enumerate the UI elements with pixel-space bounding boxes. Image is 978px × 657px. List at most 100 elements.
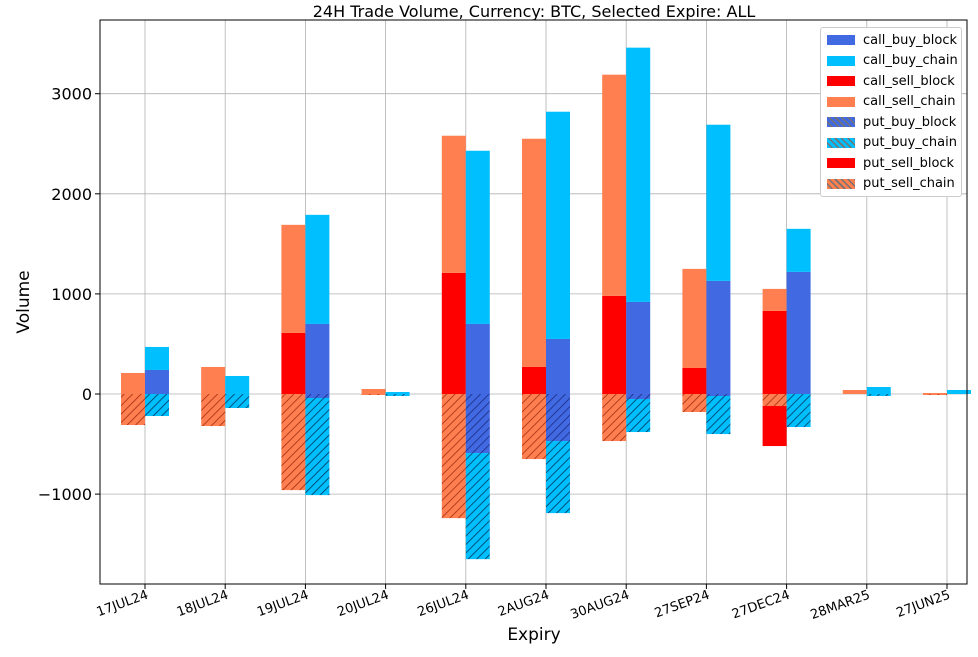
- legend-swatch: [827, 35, 855, 45]
- bar-call_buy_chain-18JUL24: [225, 375, 250, 394]
- legend-item-call_buy_chain: call_buy_chain: [827, 52, 958, 70]
- bar-put_sell_block-27DEC24: [762, 406, 787, 447]
- bar-put_sell_chain-17JUL24: [121, 394, 145, 426]
- bar-call_buy_chain-2AUG24: [546, 111, 570, 339]
- bar-put_buy_block-30AUG24: [626, 394, 651, 400]
- legend-label: call_sell_block: [863, 73, 955, 89]
- bar-put_buy_block-26JUL24: [465, 394, 490, 454]
- bar-call_buy_block-27SEP24: [706, 280, 731, 394]
- bar-call_sell_block-27SEP24: [682, 367, 707, 394]
- bar-call_sell_chain-27SEP24: [682, 268, 707, 368]
- x-axis-label: Expiry: [507, 625, 560, 645]
- legend-label: call_buy_chain: [863, 53, 958, 68]
- bar-put_buy_chain-30AUG24: [626, 399, 651, 433]
- bar-call_buy_block-26JUL24: [465, 323, 490, 394]
- chart-legend: call_buy_block call_buy_chain call_sell_bl…: [820, 27, 962, 197]
- bar-call_buy_chain-27SEP24: [706, 124, 731, 281]
- bar-call_buy_block-19JUL24: [305, 323, 330, 394]
- x-tick-label: 27DEC24: [730, 588, 792, 623]
- bar-call_sell_chain-18JUL24: [201, 366, 226, 394]
- y-axis-label: Volume: [14, 270, 34, 333]
- bar-call_buy_chain-20JUL24: [385, 391, 410, 394]
- legend-item-call_buy_block: call_buy_block: [827, 31, 957, 49]
- bar-call_sell_chain-30AUG24: [602, 74, 627, 296]
- bar-call_sell_block-26JUL24: [441, 272, 466, 394]
- x-tick-label: 27JUN25: [894, 588, 952, 621]
- x-tick-label: 18JUL24: [175, 588, 231, 620]
- bar-put_buy_chain-27SEP24: [706, 396, 731, 435]
- bar-put_buy_chain-2AUG24: [546, 441, 570, 514]
- bar-put_buy_block-19JUL24: [305, 394, 330, 399]
- x-tick-label: 26JUL24: [416, 588, 472, 620]
- legend-item-call_sell_chain: call_sell_chain: [827, 93, 956, 111]
- bar-call_buy_chain-28MAR25: [866, 386, 891, 394]
- chart-title: 24H Trade Volume, Currency: BTC, Selecte…: [313, 2, 756, 21]
- bar-call_sell_chain-17JUL24: [121, 372, 145, 394]
- bar-call_buy_chain-17JUL24: [145, 346, 169, 370]
- bar-call_sell_block-19JUL24: [281, 332, 306, 394]
- bar-call_sell_block-27DEC24: [762, 310, 787, 394]
- bar-call_sell_block-2AUG24: [522, 366, 546, 394]
- x-tick-label: 27SEP24: [653, 588, 712, 622]
- bar-put_sell_chain-2AUG24: [522, 394, 546, 460]
- plot-frame: [99, 19, 968, 585]
- x-tick-label: 19JUL24: [255, 588, 311, 620]
- y-tick-label: 1000: [51, 285, 92, 304]
- bar-put_buy_chain-27DEC24: [786, 394, 811, 428]
- bar-call_buy_chain-27JUN25: [947, 389, 971, 394]
- legend-item-put_sell_block: put_sell_block: [827, 154, 954, 172]
- bar-put_sell_chain-27DEC24: [762, 394, 787, 407]
- bar-put_buy_chain-20JUL24: [385, 394, 410, 397]
- bar-put_buy_block-27SEP24: [706, 394, 731, 397]
- bar-put_buy_chain-17JUL24: [145, 394, 169, 417]
- legend-swatch: [827, 158, 855, 168]
- legend-label: call_buy_block: [863, 32, 958, 48]
- x-tick-label: 2AUG24: [496, 588, 551, 620]
- y-tick-label: 3000: [51, 85, 92, 104]
- bar-call_buy_block-30AUG24: [626, 301, 651, 394]
- bar-call_buy_block-2AUG24: [546, 338, 570, 394]
- bar-put_buy_chain-19JUL24: [305, 398, 330, 496]
- bar-put_sell_chain-20JUL24: [361, 394, 386, 396]
- bar-put_sell_chain-30AUG24: [602, 394, 627, 442]
- legend-item-put_buy_block: put_buy_block: [827, 113, 956, 131]
- bar-put_sell_chain-26JUL24: [441, 394, 466, 519]
- bar-call_sell_chain-27JUN25: [923, 392, 947, 394]
- x-tick-label: 30AUG24: [569, 588, 632, 623]
- y-tick-label: 0: [82, 385, 92, 404]
- y-tick-label: 2000: [51, 185, 92, 204]
- x-tick-label: 20JUL24: [335, 588, 391, 620]
- bar-call_sell_chain-28MAR25: [842, 389, 867, 394]
- bar-call_sell_chain-2AUG24: [522, 138, 546, 367]
- bar-put_buy_chain-28MAR25: [866, 394, 891, 397]
- bar-put_sell_chain-27JUN25: [923, 394, 947, 396]
- bar-call_buy_block-27DEC24: [786, 271, 811, 394]
- x-tick-label: 28MAR25: [809, 588, 873, 623]
- legend-item-put_buy_chain: put_buy_chain: [827, 134, 957, 152]
- legend-swatch: [827, 178, 855, 189]
- legend-label: put_buy_block: [863, 114, 957, 130]
- bar-call_buy_chain-26JUL24: [465, 150, 490, 324]
- bar-call_sell_chain-19JUL24: [281, 224, 306, 333]
- legend-label: put_sell_chain: [863, 176, 955, 191]
- legend-item-put_sell_chain: put_sell_chain: [827, 175, 955, 193]
- bar-call_sell_block-30AUG24: [602, 295, 627, 394]
- y-tick-label: −1000: [38, 485, 92, 504]
- bar-put_sell_chain-18JUL24: [201, 394, 226, 427]
- bar-call_buy_block-17JUL24: [145, 369, 169, 394]
- x-tick-label: 17JUL24: [95, 588, 151, 620]
- legend-swatch: [827, 117, 855, 127]
- bar-put_buy_chain-26JUL24: [465, 453, 490, 560]
- legend-label: put_sell_block: [863, 155, 955, 171]
- legend-swatch: [827, 76, 855, 86]
- bar-call_buy_chain-19JUL24: [305, 214, 330, 324]
- bar-put_buy_chain-18JUL24: [225, 394, 250, 409]
- bar-call_sell_chain-20JUL24: [361, 388, 386, 394]
- legend-label: put_buy_chain: [863, 135, 957, 150]
- legend-swatch: [827, 96, 855, 107]
- legend-label: call_sell_chain: [863, 94, 956, 109]
- legend-swatch: [827, 55, 855, 66]
- bar-call_buy_chain-30AUG24: [626, 47, 651, 302]
- bar-put_buy_block-2AUG24: [546, 394, 570, 442]
